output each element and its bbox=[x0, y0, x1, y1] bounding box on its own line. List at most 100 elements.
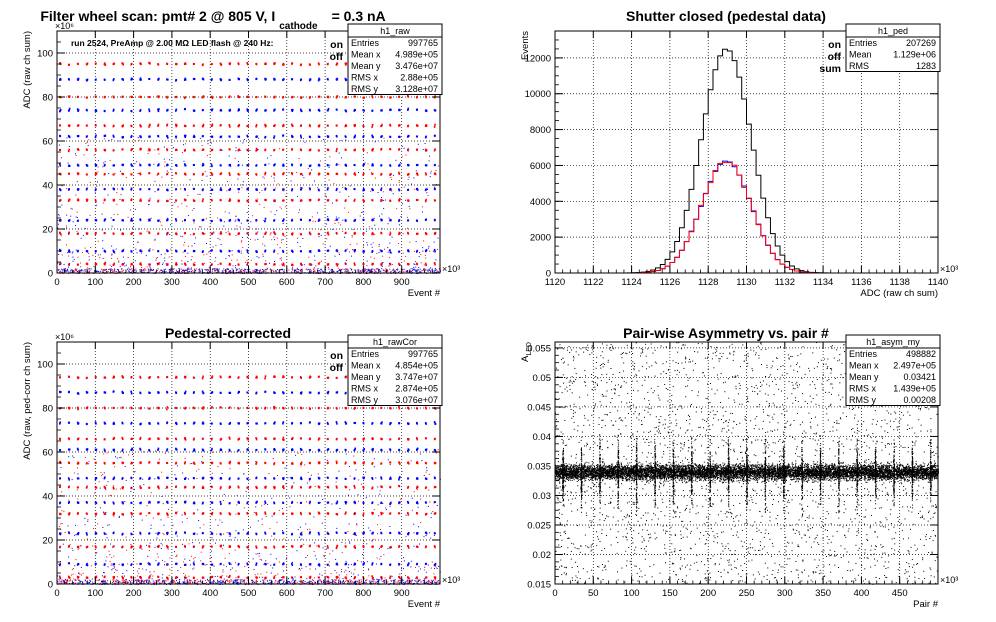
data-point bbox=[329, 245, 331, 247]
data-point bbox=[362, 422, 365, 425]
data-point bbox=[291, 391, 294, 394]
data-point bbox=[345, 218, 347, 220]
data-point bbox=[104, 512, 107, 515]
stats-label: RMS bbox=[849, 61, 869, 71]
data-point bbox=[86, 199, 88, 202]
data-point bbox=[237, 125, 240, 128]
data-point bbox=[335, 96, 338, 99]
data-point bbox=[81, 270, 83, 272]
data-point bbox=[131, 164, 133, 167]
data-point bbox=[184, 513, 186, 516]
data-point bbox=[175, 199, 178, 202]
data-point bbox=[398, 250, 401, 253]
data-point bbox=[59, 460, 62, 463]
data-point bbox=[117, 188, 119, 190]
data-point bbox=[320, 234, 322, 236]
data-point bbox=[121, 422, 124, 425]
data-point bbox=[131, 268, 133, 270]
data-point bbox=[282, 532, 285, 535]
data-point bbox=[158, 108, 160, 111]
data-point bbox=[363, 448, 365, 451]
data-point bbox=[77, 437, 80, 440]
data-point bbox=[221, 149, 223, 151]
data-point bbox=[415, 170, 417, 172]
data-point bbox=[66, 252, 68, 254]
data-point bbox=[246, 391, 249, 394]
data-point bbox=[202, 476, 205, 479]
data-point bbox=[183, 160, 185, 162]
data-point bbox=[308, 256, 310, 258]
data-point bbox=[167, 78, 169, 81]
data-point bbox=[315, 265, 317, 267]
data-point bbox=[283, 263, 285, 266]
data-point bbox=[390, 189, 392, 191]
data-point bbox=[175, 545, 178, 548]
data-point bbox=[175, 137, 177, 139]
data-point bbox=[271, 239, 273, 241]
data-point bbox=[327, 173, 330, 176]
x-tick-label: 1138 bbox=[889, 277, 909, 288]
data-point bbox=[264, 188, 266, 191]
data-point bbox=[130, 512, 133, 515]
data-point bbox=[362, 532, 365, 535]
data-point bbox=[300, 188, 303, 191]
stats-value: 4.989e+05 bbox=[395, 50, 438, 60]
data-point bbox=[353, 188, 356, 191]
data-point bbox=[150, 269, 152, 271]
data-point bbox=[371, 95, 373, 98]
data-point bbox=[354, 563, 357, 566]
data-point bbox=[198, 271, 200, 273]
data-point bbox=[86, 391, 89, 394]
data-point bbox=[274, 486, 276, 489]
data-point bbox=[202, 392, 205, 395]
data-point bbox=[184, 390, 187, 393]
data-point bbox=[415, 266, 417, 268]
data-point bbox=[344, 512, 347, 515]
data-point bbox=[300, 478, 303, 481]
data-point bbox=[184, 136, 186, 139]
data-point bbox=[422, 211, 424, 213]
data-point bbox=[113, 270, 115, 272]
data-point bbox=[380, 270, 382, 272]
data-point bbox=[354, 109, 357, 112]
data-point bbox=[419, 271, 421, 273]
data-point bbox=[352, 271, 354, 273]
data-points bbox=[57, 61, 441, 274]
data-point bbox=[336, 376, 338, 379]
data-point bbox=[344, 271, 346, 273]
data-point bbox=[166, 173, 169, 176]
data-point bbox=[193, 532, 196, 535]
data-point bbox=[161, 176, 163, 178]
data-point bbox=[433, 270, 435, 272]
data-point bbox=[424, 268, 426, 270]
data-point bbox=[118, 271, 120, 273]
data-point bbox=[130, 546, 132, 549]
data-point bbox=[114, 173, 116, 175]
data-point bbox=[309, 198, 312, 201]
data-point bbox=[131, 219, 133, 222]
data-point bbox=[372, 406, 374, 409]
data-point bbox=[121, 406, 124, 409]
data-point bbox=[300, 532, 303, 535]
data-point bbox=[122, 199, 124, 202]
data-point bbox=[336, 163, 338, 166]
data-point bbox=[292, 268, 294, 270]
data-point bbox=[68, 263, 70, 266]
data-point bbox=[336, 391, 339, 394]
data-point bbox=[345, 199, 347, 202]
data-point bbox=[57, 166, 59, 168]
data-point bbox=[237, 562, 240, 565]
data-point bbox=[395, 271, 397, 273]
data-point bbox=[110, 217, 112, 219]
data-point bbox=[95, 391, 98, 394]
data-point bbox=[381, 544, 383, 547]
data-point bbox=[312, 268, 314, 270]
data-point bbox=[246, 271, 248, 273]
data-point bbox=[282, 163, 285, 166]
data-point bbox=[425, 149, 428, 152]
data-point bbox=[201, 200, 204, 203]
data-point bbox=[211, 406, 213, 409]
data-point bbox=[163, 146, 165, 148]
data-point bbox=[273, 250, 275, 253]
data-point bbox=[389, 249, 391, 252]
